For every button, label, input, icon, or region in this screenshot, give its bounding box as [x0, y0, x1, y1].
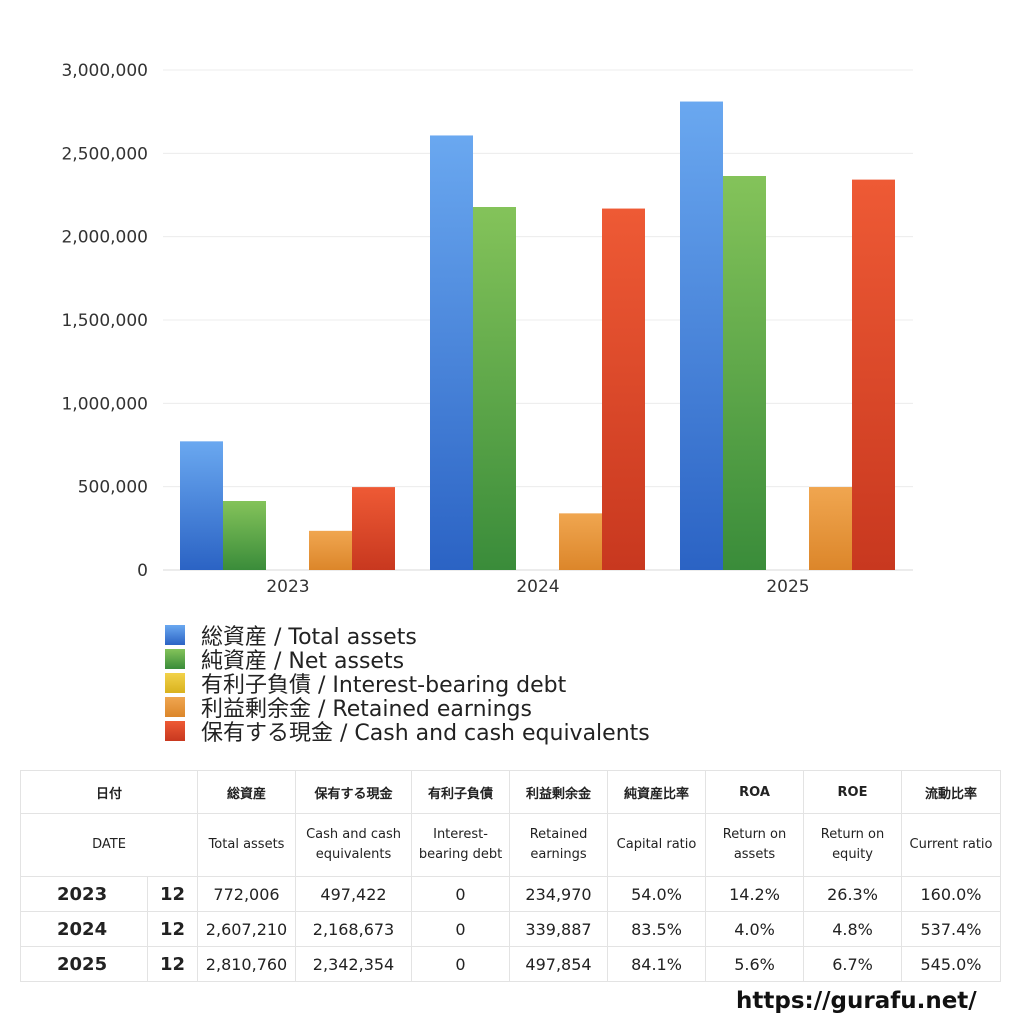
cell-roa: 5.6% — [705, 946, 805, 982]
header-current-ratio-en: Current ratio — [901, 813, 1002, 877]
cell-current-ratio: 160.0% — [901, 876, 1002, 912]
bar-chart: 0 500,000 1,000,000 1,500,000 2,000,000 2,500… — [61, 61, 913, 597]
legend-item-retained-earnings: 利益剰余金 / Retained earnings — [165, 695, 650, 722]
site-url[interactable]: https://gurafu.net/ — [736, 988, 977, 1014]
cell-year: 2025 — [20, 946, 148, 982]
legend-item-total-assets: 総資産 / Total assets — [165, 623, 650, 650]
legend-label: 有利子負債 / Interest-bearing debt — [201, 673, 567, 698]
cell-month: 12 — [146, 946, 199, 982]
legend-item-interest-bearing-debt: 有利子負債 / Interest-bearing debt — [165, 671, 650, 698]
cell-cash: 2,342,354 — [295, 946, 413, 982]
cell-debt: 0 — [411, 946, 511, 982]
cell-month: 12 — [146, 876, 199, 912]
y-tick-label: 2,000,000 — [61, 228, 148, 248]
y-tick-label: 1,000,000 — [61, 394, 148, 414]
legend-label: 総資産 / Total assets — [201, 625, 417, 650]
cell-roe: 4.8% — [803, 911, 903, 947]
cell-roe: 6.7% — [803, 946, 903, 982]
x-tick-label: 2023 — [266, 577, 309, 597]
bar-2024-series-3 — [559, 513, 602, 570]
cell-cash: 497,422 — [295, 876, 413, 912]
x-tick-label: 2025 — [766, 577, 809, 597]
bar-2025-series-3 — [809, 487, 852, 570]
table-row: 2023 12 772,006 497,422 0 234,970 54.0% … — [20, 876, 1002, 912]
cell-roa: 14.2% — [705, 876, 805, 912]
legend-swatch — [165, 649, 185, 669]
bar-2025-series-4 — [852, 179, 895, 570]
header-roa-en: Return on assets — [705, 813, 805, 877]
y-tick-label: 0 — [137, 561, 148, 581]
header-cash-jp: 保有する現金 — [295, 770, 413, 814]
y-tick-label: 500,000 — [78, 478, 148, 498]
bar-2025-series-0 — [680, 101, 723, 570]
bar-2023-series-1 — [223, 501, 266, 570]
header-cash-en: Cash and cash equivalents — [295, 813, 413, 877]
legend-swatch — [165, 673, 185, 693]
cell-total-assets: 772,006 — [197, 876, 297, 912]
bar-2025-series-1 — [723, 176, 766, 570]
header-date-jp: 日付 — [19, 770, 199, 814]
header-date-en: DATE — [19, 813, 199, 877]
bar-2023-series-3 — [309, 530, 352, 570]
header-total-assets-jp: 総資産 — [197, 770, 297, 814]
header-roe-en: Return on equity — [803, 813, 903, 877]
cell-current-ratio: 545.0% — [901, 946, 1002, 982]
cell-retained: 234,970 — [509, 876, 609, 912]
cell-roe: 26.3% — [803, 876, 903, 912]
table-row: 2025 12 2,810,760 2,342,354 0 497,854 84… — [20, 946, 1002, 982]
y-tick-label: 3,000,000 — [61, 61, 148, 81]
header-capital-ratio-en: Capital ratio — [607, 813, 707, 877]
cell-roa: 4.0% — [705, 911, 805, 947]
bar-2024-series-1 — [473, 207, 516, 570]
legend-label: 純資産 / Net assets — [201, 649, 405, 674]
y-tick-label: 2,500,000 — [61, 144, 148, 164]
legend-swatch — [165, 625, 185, 645]
header-roa-jp: ROA — [705, 770, 805, 814]
bar-2023-series-4 — [352, 487, 395, 570]
table-row: 2024 12 2,607,210 2,168,673 0 339,887 83… — [20, 911, 1002, 947]
chart-bars — [180, 101, 895, 570]
header-total-assets-en: Total assets — [197, 813, 297, 877]
chart-legend: 総資産 / Total assets 純資産 / Net assets 有利子負… — [165, 623, 650, 746]
legend-swatch — [165, 721, 185, 741]
table-header-jp: 日付 総資産 保有する現金 有利子負債 利益剰余金 純資産比率 ROA ROE … — [19, 770, 1002, 814]
legend-swatch — [165, 697, 185, 717]
bar-2024-series-0 — [430, 135, 473, 570]
cell-cash: 2,168,673 — [295, 911, 413, 947]
cell-capital-ratio: 84.1% — [607, 946, 707, 982]
y-tick-label: 1,500,000 — [61, 311, 148, 331]
cell-year: 2023 — [20, 876, 148, 912]
legend-item-cash: 保有する現金 / Cash and cash equivalents — [165, 719, 650, 746]
cell-year: 2024 — [20, 911, 148, 947]
header-current-ratio-jp: 流動比率 — [901, 770, 1002, 814]
header-debt-en: Interest-bearing debt — [411, 813, 511, 877]
header-debt-jp: 有利子負債 — [411, 770, 511, 814]
cell-current-ratio: 537.4% — [901, 911, 1002, 947]
x-axis-ticks: 2023 2024 2025 — [266, 577, 809, 597]
legend-label: 利益剰余金 / Retained earnings — [201, 697, 532, 722]
cell-total-assets: 2,607,210 — [197, 911, 297, 947]
table-header-en: DATE Total assets Cash and cash equivale… — [19, 813, 1002, 877]
header-retained-jp: 利益剰余金 — [509, 770, 609, 814]
x-tick-label: 2024 — [516, 577, 559, 597]
header-retained-en: Retained earnings — [509, 813, 609, 877]
header-roe-jp: ROE — [803, 770, 903, 814]
cell-retained: 339,887 — [509, 911, 609, 947]
financial-table: 日付 総資産 保有する現金 有利子負債 利益剰余金 純資産比率 ROA ROE … — [19, 770, 1002, 982]
header-capital-ratio-jp: 純資産比率 — [607, 770, 707, 814]
cell-capital-ratio: 54.0% — [607, 876, 707, 912]
legend-label: 保有する現金 / Cash and cash equivalents — [201, 721, 650, 746]
cell-debt: 0 — [411, 876, 511, 912]
cell-month: 12 — [146, 911, 199, 947]
y-axis-ticks: 0 500,000 1,000,000 1,500,000 2,000,000 2,500… — [61, 61, 148, 581]
cell-capital-ratio: 83.5% — [607, 911, 707, 947]
bar-2023-series-0 — [180, 441, 223, 570]
cell-retained: 497,854 — [509, 946, 609, 982]
legend-item-net-assets: 純資産 / Net assets — [165, 647, 650, 674]
cell-debt: 0 — [411, 911, 511, 947]
chart-gridlines — [163, 69, 913, 571]
cell-total-assets: 2,810,760 — [197, 946, 297, 982]
bar-2024-series-4 — [602, 208, 645, 570]
